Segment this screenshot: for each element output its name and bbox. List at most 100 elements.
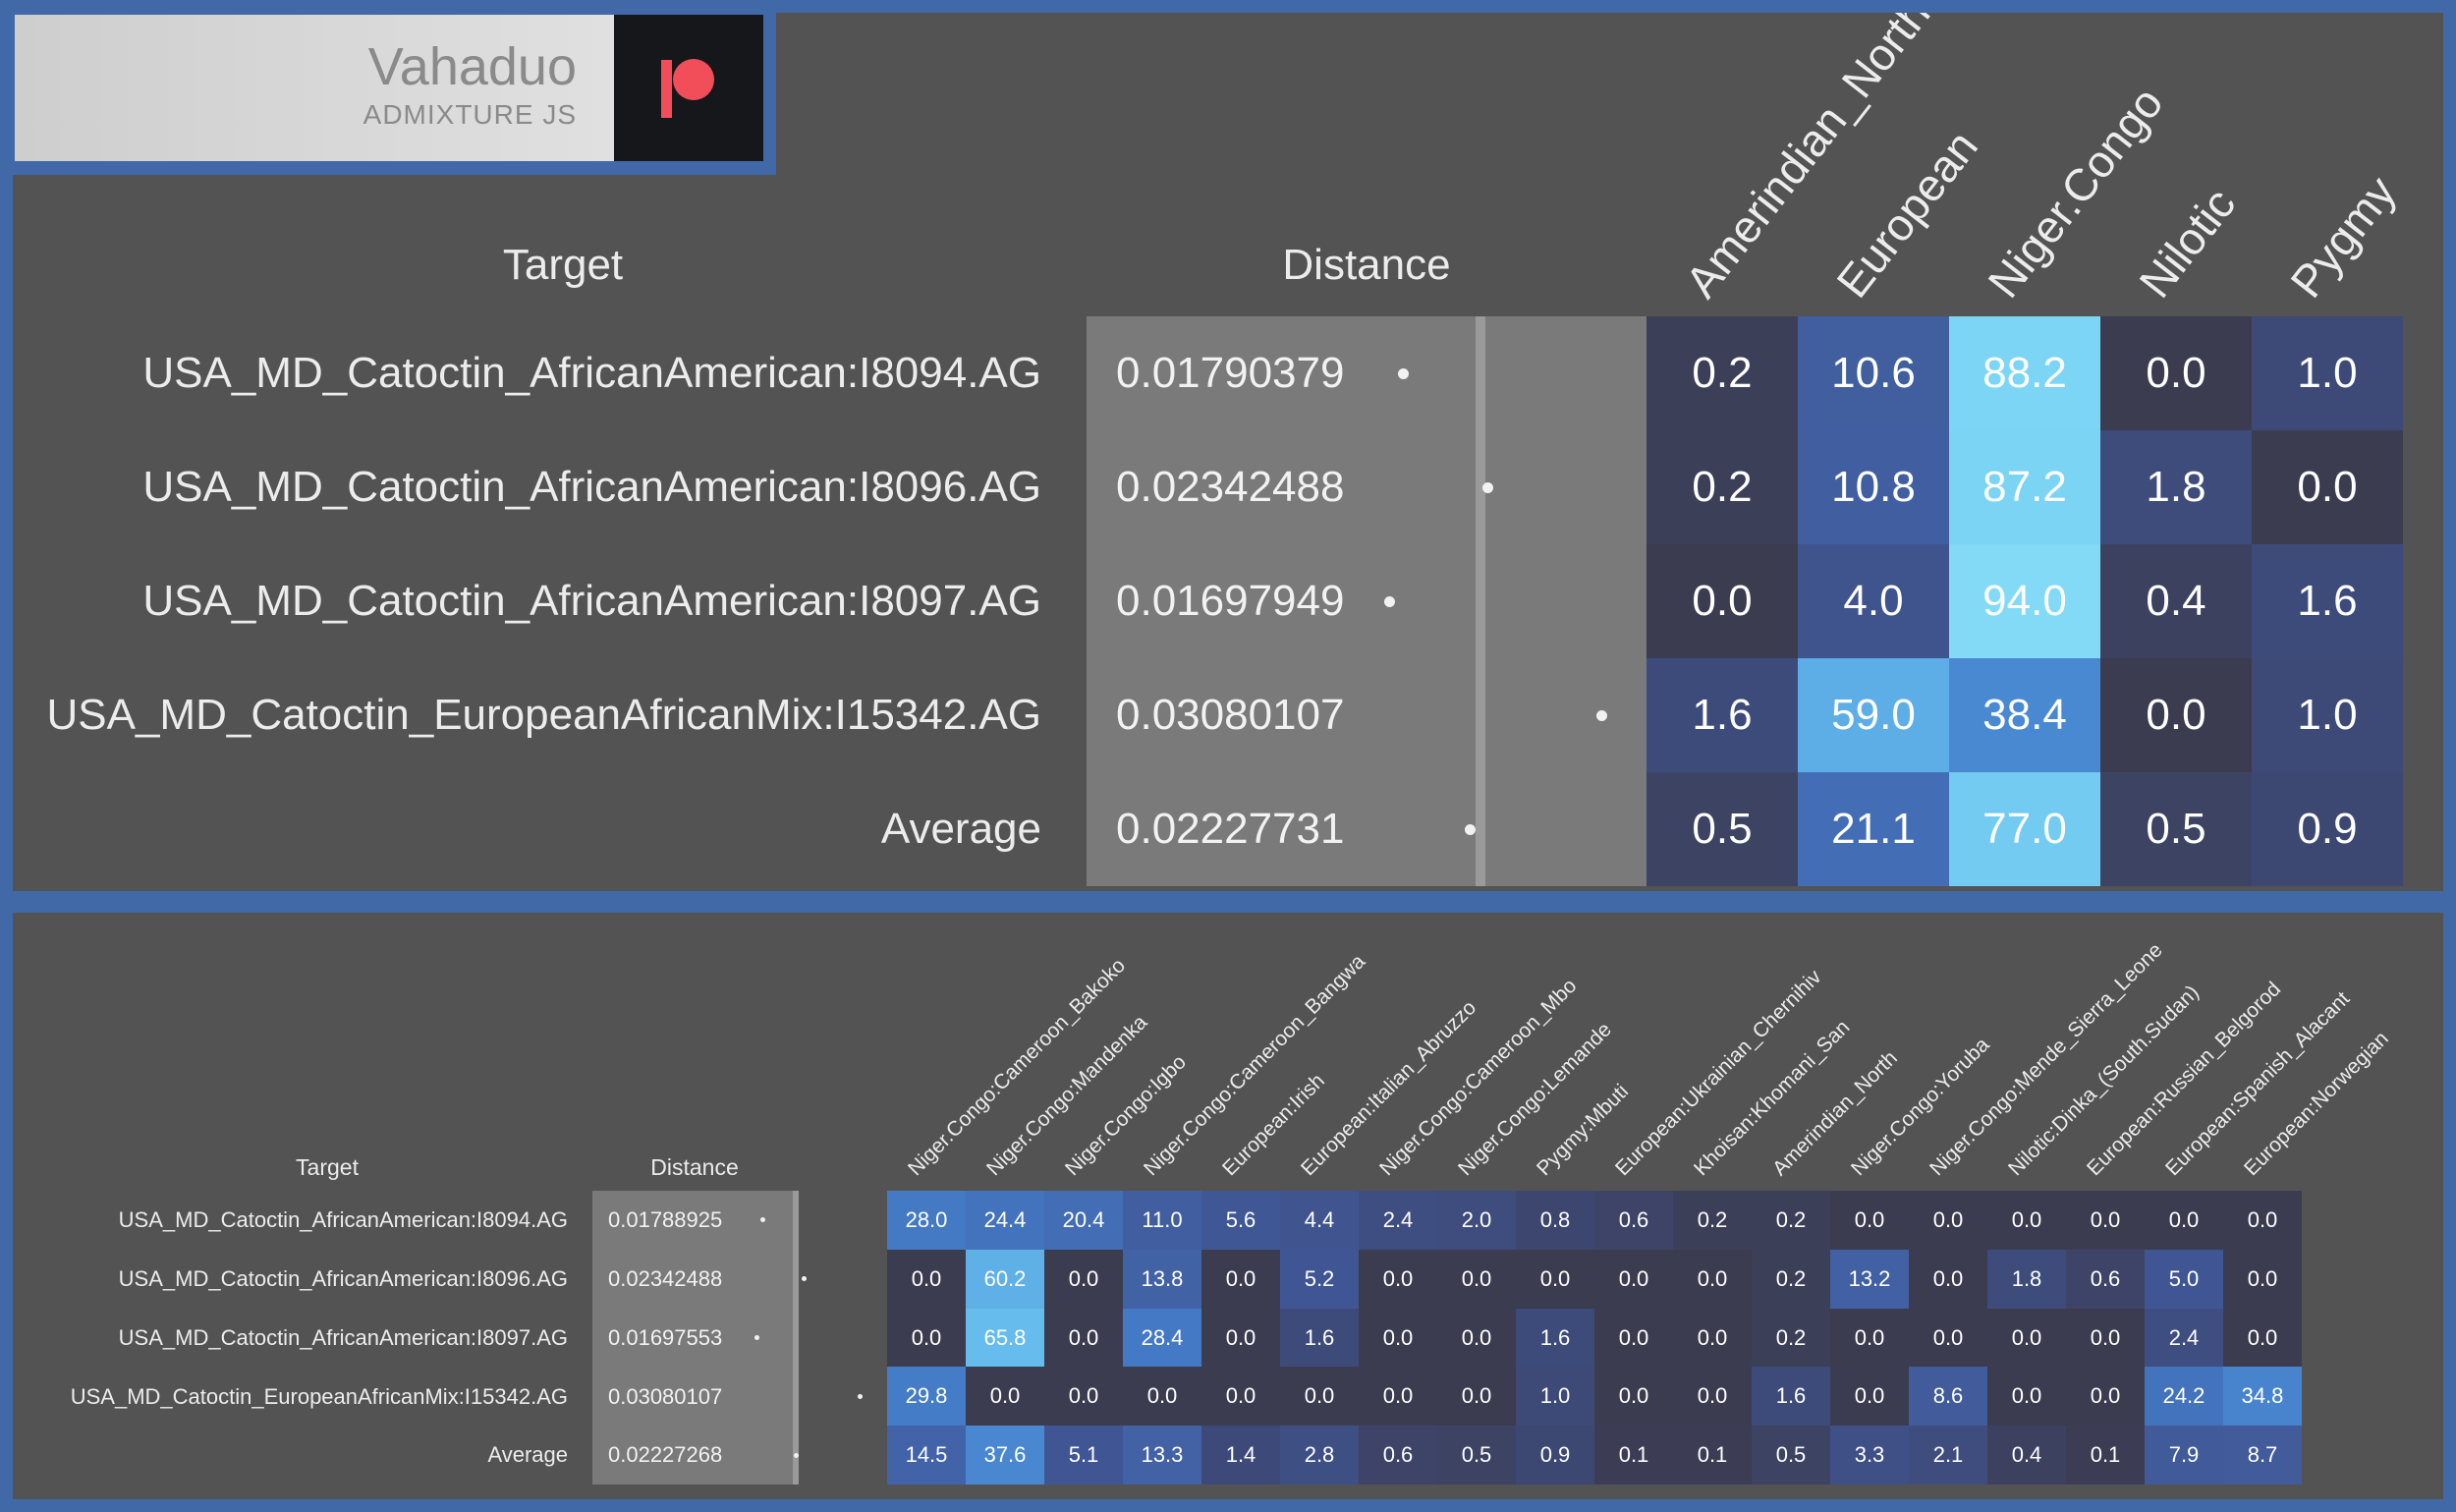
average-row-label: Average xyxy=(487,1442,568,1468)
distance-column-background xyxy=(1087,316,1647,886)
distance-marker xyxy=(1482,481,1494,493)
value-cell: 1.4 xyxy=(1201,1426,1280,1484)
value-cell: 13.3 xyxy=(1123,1426,1201,1484)
value-cell: 0.9 xyxy=(1516,1426,1594,1484)
value-cell: 0.0 xyxy=(1987,1191,2066,1250)
distance-value: 0.01790379 xyxy=(1116,348,1345,397)
bottom-results-panel: Target Distance Niger.Congo:Cameroon_Bakok… xyxy=(0,904,2456,1512)
value-cell: 0.0 xyxy=(1516,1249,1594,1309)
value-cell: 0.0 xyxy=(2066,1367,2145,1427)
value-cell: 1.0 xyxy=(2252,316,2403,430)
logo-subtitle: ADMIXTURE JS xyxy=(363,99,577,130)
distance-column-separator xyxy=(793,1191,799,1484)
value-cell: 0.5 xyxy=(1647,772,1798,886)
value-cell: 0.0 xyxy=(2252,430,2403,544)
value-cell: 7.9 xyxy=(2145,1426,2223,1484)
value-cell: 0.2 xyxy=(1752,1191,1830,1250)
value-cell: 13.2 xyxy=(1830,1249,1909,1309)
value-cell: 0.5 xyxy=(1752,1426,1830,1484)
distance-header: Distance xyxy=(650,1154,739,1180)
top-results-panel: Target Distance Amerindian_North European Ni… xyxy=(0,0,2456,904)
logo-title: Vahaduo xyxy=(367,37,577,96)
value-cell: 20.4 xyxy=(1044,1191,1123,1250)
value-cell: 1.6 xyxy=(2252,544,2403,658)
value-cell: 0.0 xyxy=(2223,1249,2302,1309)
value-cell: 0.0 xyxy=(2066,1191,2145,1250)
distance-column-background xyxy=(592,1191,797,1484)
value-cell: 65.8 xyxy=(966,1308,1044,1368)
value-cell: 37.6 xyxy=(966,1426,1044,1484)
value-cell: 0.8 xyxy=(1516,1191,1594,1250)
value-cell: 0.0 xyxy=(1437,1367,1516,1427)
value-cell: 87.2 xyxy=(1949,430,2100,544)
value-cell: 0.0 xyxy=(1359,1367,1437,1427)
value-cell: 0.6 xyxy=(2066,1249,2145,1309)
value-cell: 0.5 xyxy=(2100,772,2252,886)
column-header: Pygmy xyxy=(2280,166,2406,308)
column-header: European:Norwegian xyxy=(2240,1027,2393,1181)
value-cell: 0.0 xyxy=(1044,1249,1123,1309)
value-cell: 2.8 xyxy=(1280,1426,1359,1484)
value-cell: 0.0 xyxy=(1647,544,1798,658)
target-row-label: USA_MD_Catoctin_AfricanAmerican:I8096.AG xyxy=(118,1266,568,1292)
distance-marker xyxy=(1595,709,1607,721)
distance-marker xyxy=(1465,823,1477,835)
value-cell: 5.2 xyxy=(1280,1249,1359,1309)
value-cell: 0.1 xyxy=(1673,1426,1752,1484)
value-cell: 0.0 xyxy=(1123,1367,1201,1427)
vahaduo-logo[interactable]: Vahaduo ADMIXTURE JS xyxy=(0,0,776,175)
logo-text-block: Vahaduo ADMIXTURE JS xyxy=(15,15,614,161)
target-row-label: USA_MD_Catoctin_AfricanAmerican:I8097.AG xyxy=(118,1324,568,1350)
distance-value: 0.02227268 xyxy=(608,1442,723,1468)
value-cell: 0.6 xyxy=(1359,1426,1437,1484)
value-cell: 1.8 xyxy=(1987,1249,2066,1309)
value-cell: 0.0 xyxy=(1594,1249,1673,1309)
patreon-icon-bar xyxy=(661,60,672,118)
distance-value: 0.01697949 xyxy=(1116,576,1345,625)
value-cell: 13.8 xyxy=(1123,1249,1201,1309)
distance-marker xyxy=(754,1335,759,1340)
distance-value: 0.01788925 xyxy=(608,1207,723,1233)
value-cell: 0.0 xyxy=(1830,1191,1909,1250)
distance-marker xyxy=(1397,367,1409,379)
patreon-icon[interactable] xyxy=(614,15,763,161)
value-cell: 0.1 xyxy=(1594,1426,1673,1484)
column-header: Niger.Congo:Yoruba xyxy=(1847,1033,1994,1181)
value-cell: 0.0 xyxy=(966,1367,1044,1427)
value-cell: 0.0 xyxy=(1359,1249,1437,1309)
value-cell: 1.0 xyxy=(1516,1367,1594,1427)
value-cell: 2.4 xyxy=(1359,1191,1437,1250)
value-cell: 0.0 xyxy=(1909,1249,1987,1309)
distance-marker xyxy=(793,1452,799,1458)
value-cell: 0.0 xyxy=(2100,316,2252,430)
value-cell: 77.0 xyxy=(1949,772,2100,886)
value-cell: 0.6 xyxy=(1594,1191,1673,1250)
distance-value: 0.01697553 xyxy=(608,1324,723,1350)
value-cell: 0.0 xyxy=(2100,658,2252,772)
value-cell: 0.0 xyxy=(2223,1191,2302,1250)
value-cell: 0.4 xyxy=(1987,1426,2066,1484)
column-header: Niger.Congo:Lemande xyxy=(1454,1018,1616,1181)
value-cell: 0.0 xyxy=(1830,1367,1909,1427)
value-cell: 8.7 xyxy=(2223,1426,2302,1484)
value-cell: 0.0 xyxy=(1201,1249,1280,1309)
value-cell: 10.6 xyxy=(1798,316,1949,430)
value-cell: 1.6 xyxy=(1280,1308,1359,1368)
value-cell: 24.2 xyxy=(2145,1367,2223,1427)
value-cell: 1.6 xyxy=(1752,1367,1830,1427)
value-cell: 0.0 xyxy=(1673,1308,1752,1368)
value-cell: 0.0 xyxy=(1830,1308,1909,1368)
value-cell: 2.4 xyxy=(2145,1308,2223,1368)
value-cell: 21.1 xyxy=(1798,772,1949,886)
value-cell: 88.2 xyxy=(1949,316,2100,430)
value-cell: 0.0 xyxy=(2066,1308,2145,1368)
value-cell: 4.0 xyxy=(1798,544,1949,658)
value-cell: 0.0 xyxy=(1673,1367,1752,1427)
value-cell: 60.2 xyxy=(966,1249,1044,1309)
column-header: European xyxy=(1826,121,1988,308)
value-cell: 8.6 xyxy=(1909,1367,1987,1427)
distance-value: 0.02342488 xyxy=(1116,462,1345,511)
target-row-label: USA_MD_Catoctin_EuropeanAfricanMix:I1534… xyxy=(70,1383,568,1409)
value-cell: 0.0 xyxy=(1201,1367,1280,1427)
target-row-label: USA_MD_Catoctin_EuropeanAfricanMix:I1534… xyxy=(46,690,1041,739)
